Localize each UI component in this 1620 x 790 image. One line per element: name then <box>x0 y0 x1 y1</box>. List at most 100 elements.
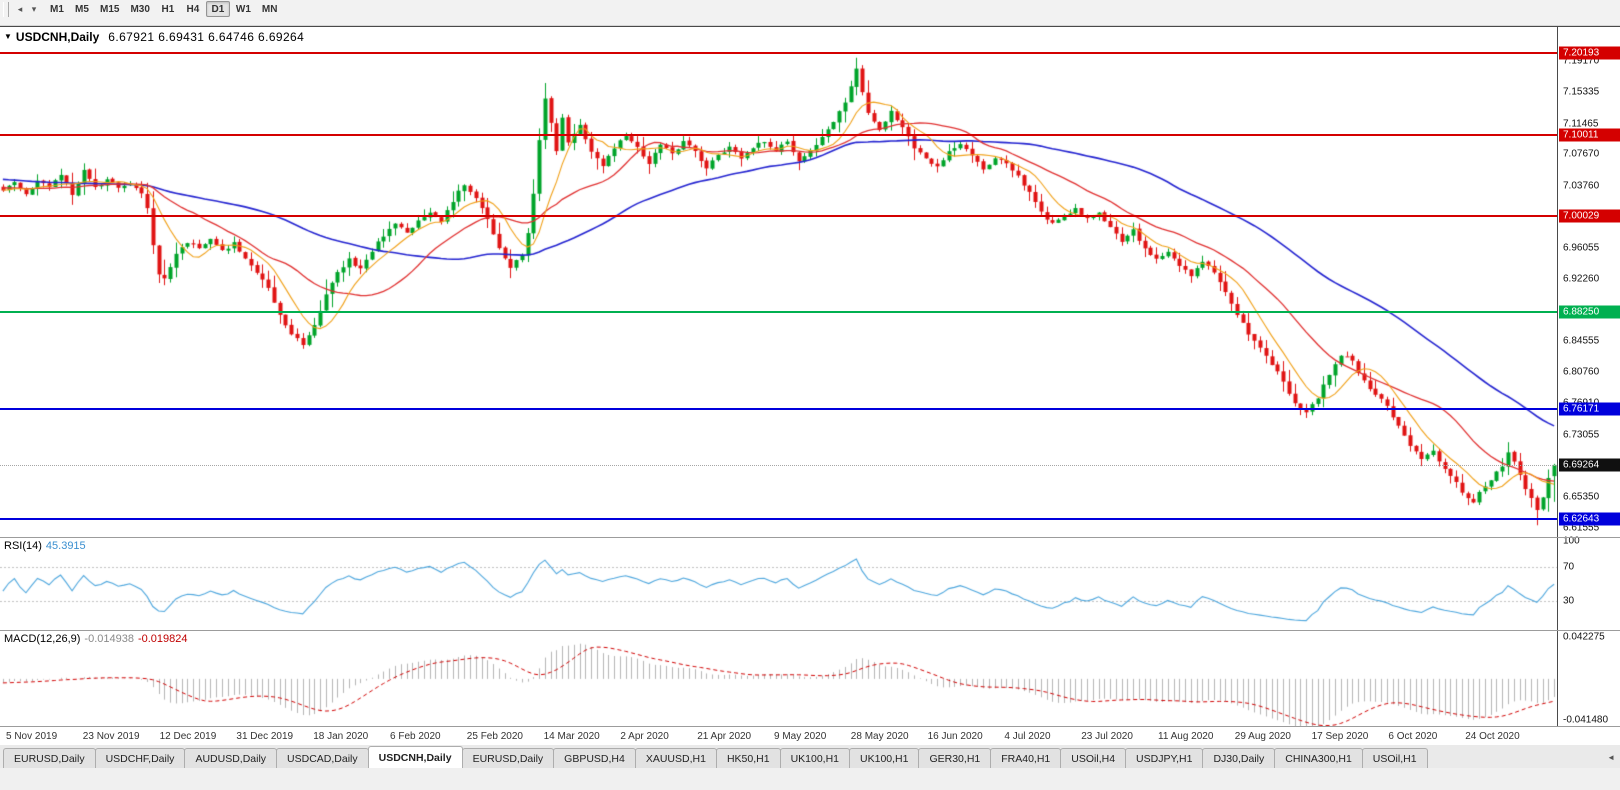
timeframe-button-d1[interactable]: D1 <box>205 1 230 17</box>
date-axis-label: 6 Feb 2020 <box>390 731 441 742</box>
date-axis-label: 24 Oct 2020 <box>1465 731 1520 742</box>
chart-tab-usdchf-daily[interactable]: USDCHF,Daily <box>94 748 186 768</box>
horizontal-level-line-6-62643[interactable] <box>0 517 1557 520</box>
macd-indicator-name: MACD(12,26,9) <box>4 633 81 645</box>
time-axis[interactable]: 5 Nov 2019 23 Nov 2019 12 Dec 2019 31 Dec 2… <box>0 726 1620 745</box>
timeframe-button-mn[interactable]: MN <box>261 3 278 15</box>
chart-tab-dj30-daily[interactable]: DJ30,Daily <box>1202 748 1276 768</box>
chart-tab-uk100-h1[interactable]: UK100,H1 <box>849 748 920 768</box>
date-axis-label: 9 May 2020 <box>774 731 827 742</box>
horizontal-level-line-7-00029[interactable] <box>0 215 1557 218</box>
timeframe-button-m1[interactable]: M1 <box>50 3 64 15</box>
price-axis-label: 7.03760 <box>1563 180 1600 192</box>
status-bar <box>0 768 1620 790</box>
rsi-indicator-name: RSI(14) <box>4 540 42 552</box>
chart-tab-bar: EURUSD,Daily USDCHF,Daily AUDUSD,Daily USDC… <box>0 744 1620 768</box>
price-level-badge: 7.00029 <box>1559 209 1620 223</box>
chart-tab-fra40-h1[interactable]: FRA40,H1 <box>990 748 1062 768</box>
chart-tab-gbpusd-h4[interactable]: GBPUSD,H4 <box>553 748 636 768</box>
horizontal-level-line-6-88250[interactable] <box>0 310 1557 313</box>
chart-tab-hk50-h1[interactable]: HK50,H1 <box>715 748 781 768</box>
date-axis-label: 29 Aug 2020 <box>1234 731 1291 742</box>
chart-tab-ger30-h1[interactable]: GER30,H1 <box>918 748 992 768</box>
timeframe-button-h1[interactable]: H1 <box>161 3 175 15</box>
rsi-chart-canvas[interactable] <box>0 538 1557 630</box>
timeframe-button-m5[interactable]: M5 <box>75 3 89 15</box>
chart-menu-caret-icon[interactable]: ▼ <box>4 32 12 41</box>
timeframe-button-m30[interactable]: M30 <box>130 3 150 15</box>
current-price-line <box>0 465 1557 466</box>
chart-tab-uk100-h1[interactable]: UK100,H1 <box>779 748 851 768</box>
macd-pane: MACD(12,26,9) -0.014938 -0.019824 <box>0 631 1557 726</box>
chart-tab-usdjpy-h1[interactable]: USDJPY,H1 <box>1125 748 1204 768</box>
chart-symbol-period: USDCNH,Daily <box>15 30 100 44</box>
chart-tab-audusd-daily[interactable]: AUDUSD,Daily <box>184 748 278 768</box>
chart-ohlc-values: 6.67921 6.69431 6.64746 6.69264 <box>108 30 305 44</box>
price-axis-label: 7.11465 <box>1563 118 1599 130</box>
rsi-level-label: 30 <box>1563 595 1575 607</box>
macd-main-value: -0.014938 <box>84 633 134 645</box>
rsi-indicator-value: 45.3915 <box>45 540 86 552</box>
timeframe-button-group: M1 M5 M15 M30 H1 H4 D1 W1 MN <box>45 1 283 17</box>
horizontal-level-line-7-10011[interactable] <box>0 134 1557 137</box>
price-axis-label: 6.61555 <box>1563 522 1600 534</box>
macd-signal-value: -0.019824 <box>137 633 188 645</box>
timeframe-button-h4[interactable]: H4 <box>186 3 200 15</box>
date-axis-label: 25 Feb 2020 <box>466 731 523 742</box>
date-axis-label: 23 Nov 2019 <box>82 731 140 742</box>
price-pane: ▼ USDCNH,Daily 6.67921 6.69431 6.64746 6.6… <box>0 27 1557 537</box>
price-axis-label: 6.84555 <box>1563 335 1600 347</box>
date-axis-label: 31 Dec 2019 <box>236 731 294 742</box>
date-axis-label: 28 May 2020 <box>850 731 909 742</box>
price-level-badge: 7.10011 <box>1559 128 1620 142</box>
price-level-badge: 7.20193 <box>1559 46 1620 60</box>
chart-tab-eurusd-daily[interactable]: EURUSD,Daily <box>461 748 555 768</box>
pane-splitter[interactable] <box>0 537 1620 538</box>
date-axis-label: 21 Apr 2020 <box>697 731 752 742</box>
chart-tab-eurusd-daily[interactable]: EURUSD,Daily <box>3 748 96 768</box>
chart-scroll-left-icon[interactable]: ◂ <box>17 3 23 14</box>
macd-axis-min-label: -0.041480 <box>1563 714 1609 726</box>
horizontal-level-line-6-76171[interactable] <box>0 408 1557 411</box>
candlestick-chart-canvas[interactable] <box>0 27 1557 537</box>
chart-tab-usoil-h4[interactable]: USOil,H4 <box>1060 748 1127 768</box>
chart-tab-china300-h1[interactable]: CHINA300,H1 <box>1274 748 1363 768</box>
rsi-level-label: 70 <box>1563 561 1575 573</box>
pane-splitter[interactable] <box>0 630 1620 631</box>
toolbar-grip[interactable] <box>3 2 9 17</box>
date-axis-label: 14 Mar 2020 <box>543 731 600 742</box>
price-axis-label: 6.73055 <box>1563 429 1600 441</box>
date-axis-label: 12 Dec 2019 <box>159 731 217 742</box>
date-axis-label: 17 Sep 2020 <box>1311 731 1369 742</box>
macd-label: MACD(12,26,9) -0.014938 -0.019824 <box>4 633 188 645</box>
price-axis-label: 6.96055 <box>1563 242 1600 254</box>
dropdown-caret-icon[interactable]: ▾ <box>31 3 37 14</box>
price-axis-label: 6.92260 <box>1563 273 1600 285</box>
price-axis-label: 6.65350 <box>1563 491 1600 503</box>
macd-chart-canvas[interactable] <box>0 631 1557 726</box>
chart-tab-usoil-h1[interactable]: USOil,H1 <box>1361 748 1428 768</box>
rsi-label: RSI(14) 45.3915 <box>4 540 86 552</box>
timeframe-button-w1[interactable]: W1 <box>235 3 251 15</box>
horizontal-level-line-7-20193[interactable] <box>0 51 1557 54</box>
chart-window: ▼ USDCNH,Daily 6.67921 6.69431 6.64746 6.6… <box>0 26 1620 745</box>
date-axis-label: 5 Nov 2019 <box>6 731 58 742</box>
date-axis-label: 16 Jun 2020 <box>927 731 983 742</box>
price-level-badge: 6.88250 <box>1559 305 1620 319</box>
price-axis[interactable]: 7.191707.153357.114657.076707.037606.999… <box>1557 27 1620 726</box>
tab-scroll-left-button[interactable]: ◄ <box>1604 751 1618 764</box>
date-axis-label: 11 Aug 2020 <box>1158 731 1214 742</box>
periods-toolbar: ◂ ▾ M1 M5 M15 M30 H1 H4 D1 W1 MN <box>0 0 1620 26</box>
chart-title: ▼ USDCNH,Daily 6.67921 6.69431 6.64746 6.6… <box>4 30 304 44</box>
macd-axis-max-label: 0.042275 <box>1563 631 1605 643</box>
price-level-badge: 6.62643 <box>1559 512 1620 526</box>
chart-tab-usdcnh-daily[interactable]: USDCNH,Daily <box>367 746 463 768</box>
date-axis-label: 18 Jan 2020 <box>313 731 369 742</box>
date-axis-label: 4 Jul 2020 <box>1004 731 1051 742</box>
rsi-pane: RSI(14) 45.3915 <box>0 538 1557 630</box>
chart-tab-xauusd-h1[interactable]: XAUUSD,H1 <box>634 748 717 768</box>
chart-tab-usdcad-daily[interactable]: USDCAD,Daily <box>276 748 369 768</box>
price-axis-label: 7.15335 <box>1563 86 1600 98</box>
rsi-level-label: 100 <box>1563 535 1580 547</box>
timeframe-button-m15[interactable]: M15 <box>100 3 120 15</box>
